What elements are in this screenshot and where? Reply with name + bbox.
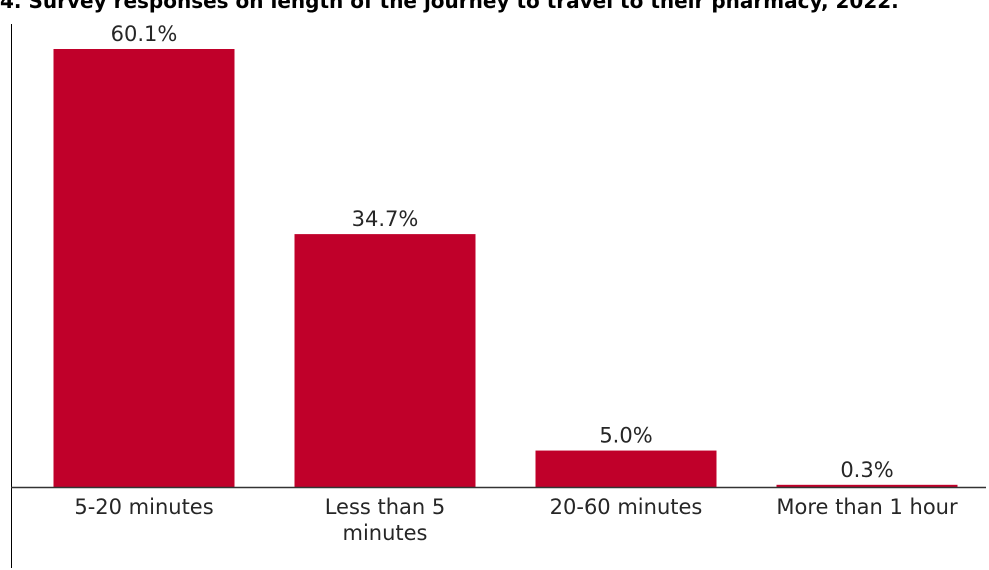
bar-2 — [535, 450, 717, 487]
category-label-3: More than 1 hour — [776, 495, 958, 519]
value-label-2: 5.0% — [599, 424, 652, 448]
value-label-3: 0.3% — [840, 458, 893, 482]
value-label-0: 60.1% — [111, 22, 178, 46]
chart-title: 4. Survey responses on length of the jou… — [0, 0, 899, 13]
plot-frame — [11, 24, 986, 568]
category-label-2: 20-60 minutes — [550, 495, 703, 519]
bar-3 — [776, 484, 958, 487]
category-label-0: 5-20 minutes — [74, 495, 213, 519]
bar-0 — [53, 49, 235, 487]
value-label-1: 34.7% — [352, 207, 419, 231]
category-label-1-line-1: minutes — [342, 521, 427, 545]
category-label-1-line-0: Less than 5 — [325, 495, 446, 519]
bar-1 — [294, 234, 476, 487]
